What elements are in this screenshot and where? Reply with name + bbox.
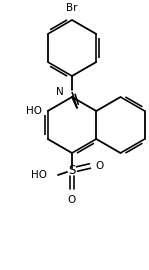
- Text: Br: Br: [66, 3, 78, 13]
- Text: S: S: [68, 164, 76, 177]
- Text: HO: HO: [26, 106, 42, 116]
- Text: O: O: [68, 195, 76, 205]
- Text: O: O: [95, 161, 103, 171]
- Text: HO: HO: [31, 170, 47, 180]
- Text: N: N: [56, 87, 64, 97]
